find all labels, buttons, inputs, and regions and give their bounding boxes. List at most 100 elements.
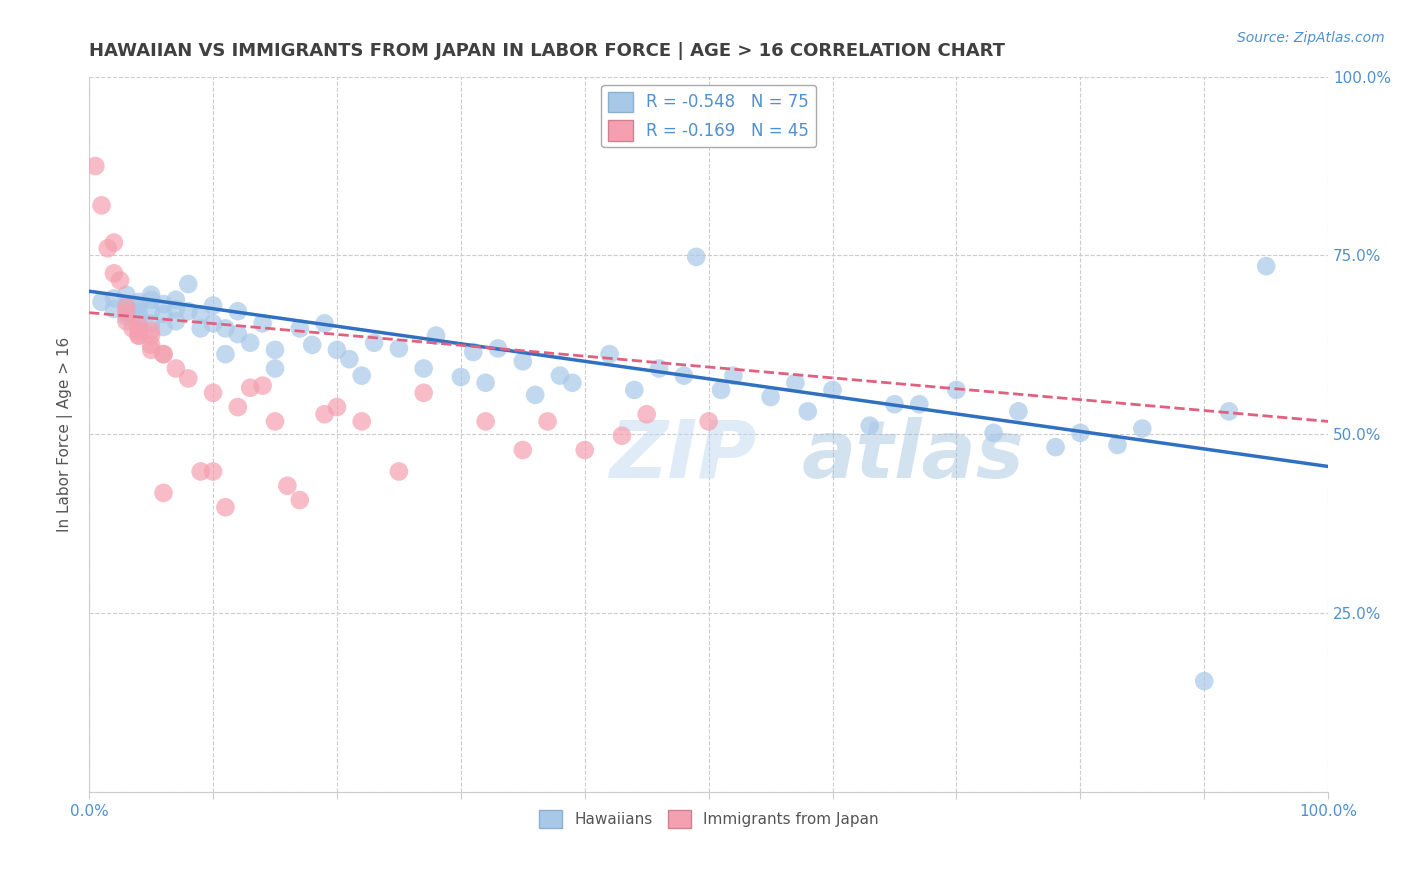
- Point: [710, 383, 733, 397]
- Point: [388, 342, 411, 356]
- Point: [115, 314, 138, 328]
- Point: [363, 335, 385, 350]
- Point: [115, 287, 138, 301]
- Y-axis label: In Labor Force | Age > 16: In Labor Force | Age > 16: [58, 336, 73, 532]
- Point: [685, 250, 707, 264]
- Text: HAWAIIAN VS IMMIGRANTS FROM JAPAN IN LABOR FORCE | AGE > 16 CORRELATION CHART: HAWAIIAN VS IMMIGRANTS FROM JAPAN IN LAB…: [89, 42, 1005, 60]
- Point: [945, 383, 967, 397]
- Point: [128, 313, 150, 327]
- Point: [276, 479, 298, 493]
- Point: [425, 328, 447, 343]
- Text: atlas: atlas: [801, 417, 1025, 495]
- Point: [723, 368, 745, 383]
- Point: [388, 465, 411, 479]
- Point: [90, 198, 112, 212]
- Point: [190, 465, 212, 479]
- Point: [103, 302, 125, 317]
- Point: [883, 397, 905, 411]
- Point: [139, 317, 162, 331]
- Point: [821, 383, 844, 397]
- Point: [202, 385, 225, 400]
- Point: [139, 293, 162, 307]
- Point: [115, 306, 138, 320]
- Point: [264, 414, 287, 428]
- Point: [190, 321, 212, 335]
- Point: [139, 338, 162, 352]
- Point: [139, 304, 162, 318]
- Point: [84, 159, 107, 173]
- Point: [202, 465, 225, 479]
- Point: [536, 414, 558, 428]
- Point: [1007, 404, 1029, 418]
- Point: [139, 328, 162, 343]
- Text: Source: ZipAtlas.com: Source: ZipAtlas.com: [1237, 31, 1385, 45]
- Point: [103, 266, 125, 280]
- Point: [239, 381, 262, 395]
- Point: [648, 361, 671, 376]
- Point: [177, 277, 200, 291]
- Point: [474, 414, 496, 428]
- Point: [226, 327, 249, 342]
- Point: [226, 304, 249, 318]
- Point: [412, 361, 434, 376]
- Point: [412, 385, 434, 400]
- Point: [561, 376, 583, 390]
- Point: [1107, 438, 1129, 452]
- Point: [177, 371, 200, 385]
- Point: [486, 342, 509, 356]
- Point: [128, 318, 150, 333]
- Point: [139, 343, 162, 357]
- Point: [512, 354, 534, 368]
- Point: [108, 273, 131, 287]
- Point: [524, 388, 547, 402]
- Point: [908, 397, 931, 411]
- Point: [239, 335, 262, 350]
- Point: [859, 418, 882, 433]
- Point: [1045, 440, 1067, 454]
- Point: [264, 343, 287, 357]
- Point: [759, 390, 782, 404]
- Point: [636, 407, 658, 421]
- Point: [115, 310, 138, 324]
- Point: [115, 300, 138, 314]
- Point: [152, 297, 174, 311]
- Point: [512, 443, 534, 458]
- Point: [128, 328, 150, 343]
- Point: [128, 324, 150, 338]
- Point: [623, 383, 645, 397]
- Point: [190, 307, 212, 321]
- Point: [314, 317, 336, 331]
- Point: [450, 370, 472, 384]
- Point: [214, 321, 236, 335]
- Point: [115, 299, 138, 313]
- Point: [785, 376, 807, 390]
- Point: [1256, 259, 1278, 273]
- Point: [474, 376, 496, 390]
- Point: [165, 293, 187, 307]
- Point: [574, 443, 596, 458]
- Point: [90, 294, 112, 309]
- Point: [128, 294, 150, 309]
- Point: [672, 368, 695, 383]
- Point: [139, 324, 162, 338]
- Point: [165, 314, 187, 328]
- Point: [226, 400, 249, 414]
- Point: [139, 287, 162, 301]
- Point: [288, 321, 311, 335]
- Legend: Hawaiians, Immigrants from Japan: Hawaiians, Immigrants from Japan: [533, 804, 884, 834]
- Point: [214, 500, 236, 515]
- Point: [152, 320, 174, 334]
- Point: [252, 378, 274, 392]
- Point: [152, 486, 174, 500]
- Point: [350, 368, 373, 383]
- Point: [1069, 425, 1091, 440]
- Point: [165, 302, 187, 317]
- Point: [599, 347, 621, 361]
- Point: [983, 425, 1005, 440]
- Point: [152, 347, 174, 361]
- Point: [128, 299, 150, 313]
- Text: ZIP: ZIP: [610, 417, 756, 495]
- Point: [288, 493, 311, 508]
- Point: [152, 347, 174, 361]
- Point: [97, 241, 120, 255]
